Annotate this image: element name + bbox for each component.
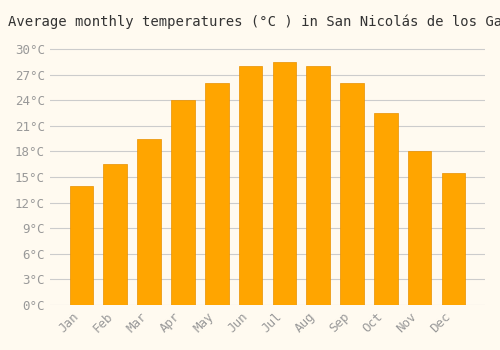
Bar xyxy=(238,66,262,305)
Bar xyxy=(340,83,364,305)
Bar xyxy=(138,139,161,305)
Bar xyxy=(171,100,194,305)
Bar xyxy=(442,173,465,305)
Bar xyxy=(408,151,432,305)
Bar xyxy=(104,164,127,305)
Bar xyxy=(272,62,296,305)
Title: Average monthly temperatures (°C ) in San Nicolás de los Garza: Average monthly temperatures (°C ) in Sa… xyxy=(8,15,500,29)
Bar xyxy=(205,83,229,305)
Bar xyxy=(374,113,398,305)
Bar xyxy=(306,66,330,305)
Bar xyxy=(70,186,94,305)
